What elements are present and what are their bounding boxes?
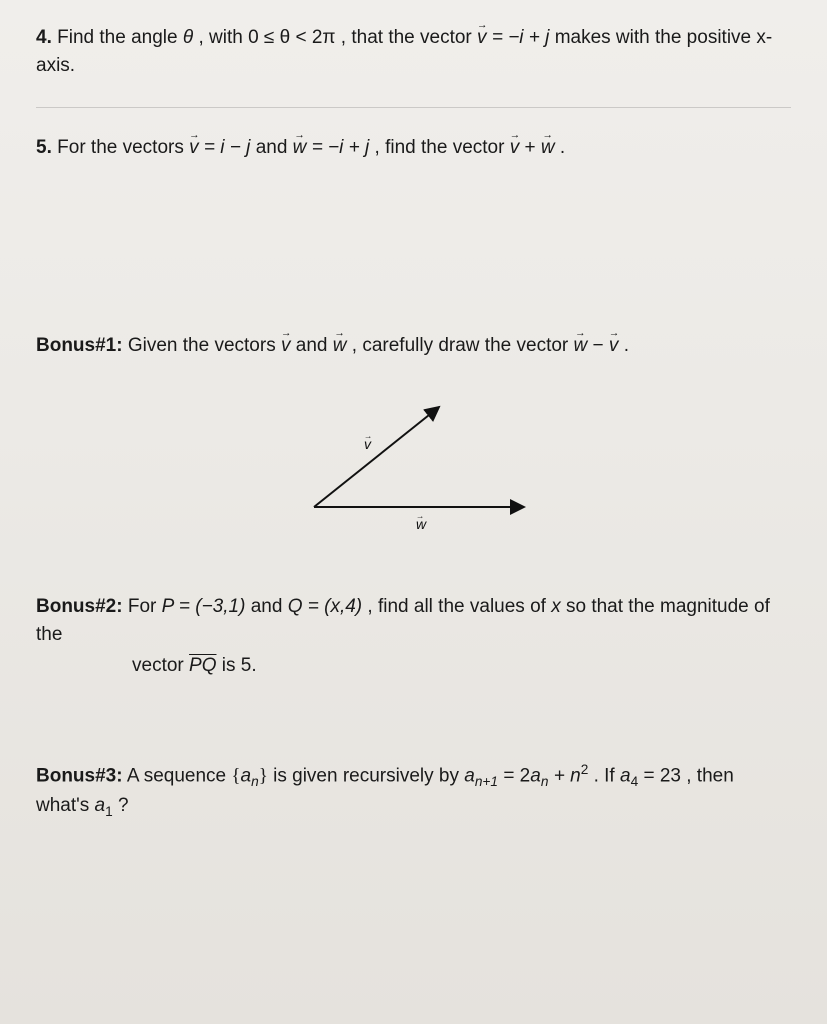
rhs-a: a (530, 765, 541, 786)
bonus-1-label: Bonus#1: (36, 335, 123, 356)
bonus-3-text-a: A sequence (127, 765, 232, 786)
problem-4-text-c: , that the vector (341, 27, 477, 48)
problem-4-eq: = −i + j (492, 27, 550, 48)
bonus-1: Bonus#1: Given the vectors v and w , car… (36, 332, 791, 360)
worksheet-page: 4. Find the angle θ , with 0 ≤ θ < 2π , … (0, 0, 827, 1024)
x-var: x (551, 596, 561, 617)
a1-sub: 1 (105, 804, 113, 819)
bonus-2: Bonus#2: For P = (−3,1) and Q = (x,4) , … (36, 593, 791, 680)
squared: 2 (581, 762, 589, 777)
bonus-2-text-a: For (128, 596, 162, 617)
minus-sign: − (593, 335, 609, 356)
bonus-2-line2-b: is 5. (222, 655, 257, 676)
vector-v-2: v (510, 134, 520, 162)
lhs-sub: n+1 (475, 774, 498, 789)
plus-sign: + (525, 137, 541, 158)
bonus-2-line2: vector PQ is 5. (36, 652, 791, 680)
problem-4-text-a: Find the angle (57, 27, 183, 48)
problem-4-text-b: , with (198, 27, 248, 48)
bonus-3: Bonus#3: A sequence {an} is given recurs… (36, 760, 791, 822)
bonus-3-label: Bonus#3: (36, 765, 123, 786)
bonus-3-text-b: is given recursively by (273, 765, 464, 786)
plus-n: + n (554, 765, 581, 786)
problem-5-number: 5. (36, 137, 52, 158)
problem-4-range: 0 ≤ θ < 2π (248, 27, 335, 48)
left-brace: { (231, 765, 240, 786)
qmark: ? (118, 795, 129, 816)
problem-5: 5. For the vectors v = i − j and w = −i … (36, 134, 791, 162)
a4-a: a (620, 765, 631, 786)
vector-w-2: w (541, 134, 555, 162)
vector-v: v (477, 24, 487, 52)
eq-sign: = 2 (503, 765, 530, 786)
problem-5-and: and (256, 137, 293, 158)
problem-5-text-a: For the vectors (57, 137, 189, 158)
problem-5-find: , find the vector (375, 137, 510, 158)
bonus-2-and: and (251, 596, 288, 617)
svg-text:→: → (364, 431, 372, 441)
seq-a: a (241, 765, 252, 786)
bonus-2-text-b: , find all the values of (367, 596, 551, 617)
problem-5-weq: = −i + j (312, 137, 370, 158)
theta-symbol: θ (183, 27, 193, 48)
bonus-3-text-c: . If (594, 765, 620, 786)
problem-4-number: 4. (36, 27, 52, 48)
a4-sub: 4 (631, 774, 639, 789)
vector-w-2: w (574, 332, 588, 360)
svg-text:→: → (416, 511, 424, 521)
bonus-2-line2-a: vector (132, 655, 189, 676)
period: . (624, 335, 629, 356)
bonus-1-text-b: , carefully draw the vector (352, 335, 574, 356)
vector-pq: PQ (189, 655, 216, 676)
problem-4: 4. Find the angle θ , with 0 ≤ θ < 2π , … (36, 24, 791, 79)
a1-a: a (95, 795, 106, 816)
a4-eq: = 23 (643, 765, 681, 786)
vector-w: w (293, 134, 307, 162)
vector-v: v (281, 332, 291, 360)
seq-n: n (251, 774, 259, 789)
vector-diagram: v→w→ (264, 387, 564, 547)
point-p: P = (−3,1) (162, 596, 246, 617)
bonus-2-label: Bonus#2: (36, 596, 123, 617)
rhs-sub: n (541, 774, 549, 789)
bonus-1-text-a: Given the vectors (128, 335, 281, 356)
right-brace: } (259, 765, 268, 786)
vector-v: v (189, 134, 199, 162)
vector-v-2: v (609, 332, 619, 360)
divider-1 (36, 107, 791, 108)
bonus-1-and: and (296, 335, 333, 356)
period: . (560, 137, 565, 158)
problem-5-veq: = i − j (204, 137, 250, 158)
point-q: Q = (x,4) (288, 596, 362, 617)
lhs-a: a (464, 765, 475, 786)
vector-diagram-wrap: v→w→ (36, 387, 791, 547)
vector-w: w (333, 332, 347, 360)
